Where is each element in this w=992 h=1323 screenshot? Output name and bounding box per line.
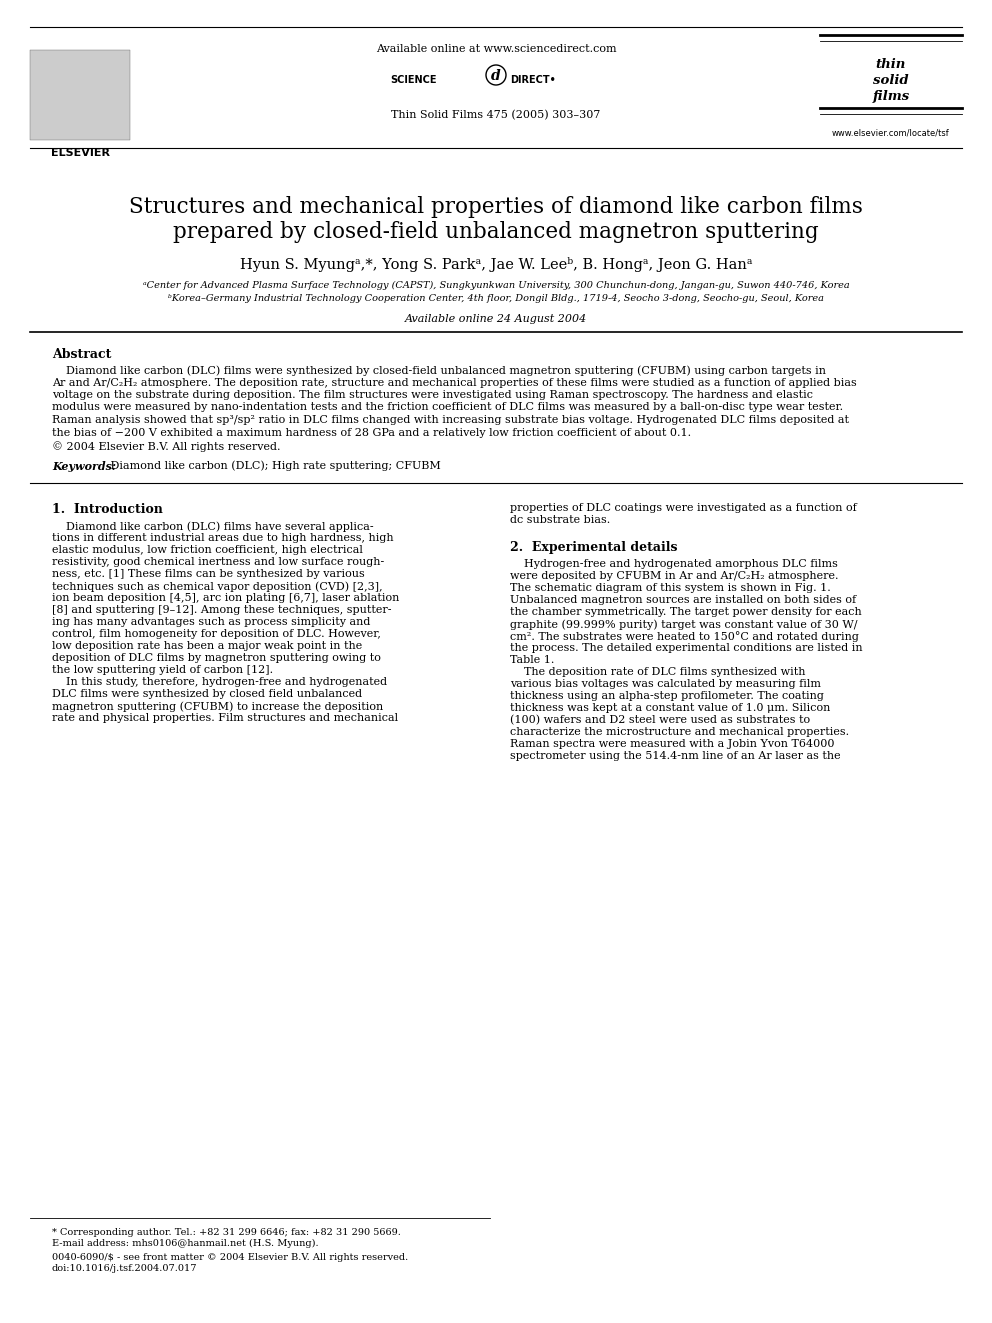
Text: Diamond like carbon (DLC) films have several applica-: Diamond like carbon (DLC) films have sev… (52, 521, 374, 532)
Text: The schematic diagram of this system is shown in Fig. 1.: The schematic diagram of this system is … (510, 583, 830, 593)
Text: Keywords:: Keywords: (52, 460, 116, 471)
Text: elastic modulus, low friction coefficient, high electrical: elastic modulus, low friction coefficien… (52, 545, 363, 556)
Text: Ar and Ar/C₂H₂ atmosphere. The deposition rate, structure and mechanical propert: Ar and Ar/C₂H₂ atmosphere. The depositio… (52, 377, 857, 388)
Text: control, film homogeneity for deposition of DLC. However,: control, film homogeneity for deposition… (52, 628, 381, 639)
Text: Hyun S. Myungᵃ,*, Yong S. Parkᵃ, Jae W. Leeᵇ, B. Hongᵃ, Jeon G. Hanᵃ: Hyun S. Myungᵃ,*, Yong S. Parkᵃ, Jae W. … (240, 257, 752, 273)
Text: thickness was kept at a constant value of 1.0 μm. Silicon: thickness was kept at a constant value o… (510, 703, 830, 713)
Text: 1.  Introduction: 1. Introduction (52, 503, 163, 516)
Text: Thin Solid Films 475 (2005) 303–307: Thin Solid Films 475 (2005) 303–307 (391, 110, 601, 120)
Text: spectrometer using the 514.4-nm line of an Ar laser as the: spectrometer using the 514.4-nm line of … (510, 751, 840, 761)
Text: Raman spectra were measured with a Jobin Yvon T64000: Raman spectra were measured with a Jobin… (510, 740, 834, 749)
Text: E-mail address: mhs0106@hanmail.net (H.S. Myung).: E-mail address: mhs0106@hanmail.net (H.S… (52, 1240, 318, 1248)
Text: SCIENCE: SCIENCE (390, 75, 436, 85)
Text: Available online at www.sciencedirect.com: Available online at www.sciencedirect.co… (376, 44, 616, 54)
Text: deposition of DLC films by magnetron sputtering owing to: deposition of DLC films by magnetron spu… (52, 654, 381, 663)
Text: cm². The substrates were heated to 150°C and rotated during: cm². The substrates were heated to 150°C… (510, 631, 859, 642)
Text: prepared by closed-field unbalanced magnetron sputtering: prepared by closed-field unbalanced magn… (174, 221, 818, 243)
Text: graphite (99.999% purity) target was constant value of 30 W/: graphite (99.999% purity) target was con… (510, 619, 857, 630)
Text: Raman analysis showed that sp³/sp² ratio in DLC films changed with increasing su: Raman analysis showed that sp³/sp² ratio… (52, 415, 849, 425)
Text: resistivity, good chemical inertness and low surface rough-: resistivity, good chemical inertness and… (52, 557, 384, 568)
Text: 0040-6090/$ - see front matter © 2004 Elsevier B.V. All rights reserved.: 0040-6090/$ - see front matter © 2004 El… (52, 1253, 409, 1262)
Text: ELSEVIER: ELSEVIER (51, 148, 109, 157)
Text: DIRECT•: DIRECT• (510, 75, 556, 85)
Text: the process. The detailed experimental conditions are listed in: the process. The detailed experimental c… (510, 643, 863, 654)
Text: the bias of −200 V exhibited a maximum hardness of 28 GPa and a relatively low f: the bias of −200 V exhibited a maximum h… (52, 427, 691, 438)
Text: [8] and sputtering [9–12]. Among these techniques, sputter-: [8] and sputtering [9–12]. Among these t… (52, 605, 392, 615)
Text: were deposited by CFUBM in Ar and Ar/C₂H₂ atmosphere.: were deposited by CFUBM in Ar and Ar/C₂H… (510, 572, 838, 581)
Text: In this study, therefore, hydrogen-free and hydrogenated: In this study, therefore, hydrogen-free … (52, 677, 387, 687)
Text: The deposition rate of DLC films synthesized with: The deposition rate of DLC films synthes… (510, 667, 806, 677)
Text: tions in different industrial areas due to high hardness, high: tions in different industrial areas due … (52, 533, 394, 542)
Text: Diamond like carbon (DLC) films were synthesized by closed-field unbalanced magn: Diamond like carbon (DLC) films were syn… (52, 365, 826, 376)
Text: Hydrogen-free and hydrogenated amorphous DLC films: Hydrogen-free and hydrogenated amorphous… (510, 560, 838, 569)
Text: solid: solid (873, 74, 909, 87)
Text: characterize the microstructure and mechanical properties.: characterize the microstructure and mech… (510, 728, 849, 737)
Text: Table 1.: Table 1. (510, 655, 555, 665)
Text: ᵇKorea–Germany Industrial Technology Cooperation Center, 4th floor, Dongil Bldg.: ᵇKorea–Germany Industrial Technology Coo… (168, 294, 824, 303)
Text: (100) wafers and D2 steel were used as substrates to: (100) wafers and D2 steel were used as s… (510, 714, 810, 725)
Text: ing has many advantages such as process simplicity and: ing has many advantages such as process … (52, 617, 370, 627)
Text: Diamond like carbon (DLC); High rate sputtering; CFUBM: Diamond like carbon (DLC); High rate spu… (107, 460, 440, 471)
Text: ness, etc. [1] These films can be synthesized by various: ness, etc. [1] These films can be synthe… (52, 569, 365, 579)
Text: low deposition rate has been a major weak point in the: low deposition rate has been a major wea… (52, 642, 362, 651)
Text: 2.  Experimental details: 2. Experimental details (510, 541, 678, 554)
Text: ᵃCenter for Advanced Plasma Surface Technology (CAPST), Sungkyunkwan University,: ᵃCenter for Advanced Plasma Surface Tech… (143, 280, 849, 290)
Text: properties of DLC coatings were investigated as a function of: properties of DLC coatings were investig… (510, 503, 857, 513)
Text: ion beam deposition [4,5], arc ion plating [6,7], laser ablation: ion beam deposition [4,5], arc ion plati… (52, 593, 400, 603)
Text: www.elsevier.com/locate/tsf: www.elsevier.com/locate/tsf (832, 128, 950, 138)
Text: Structures and mechanical properties of diamond like carbon films: Structures and mechanical properties of … (129, 196, 863, 218)
Text: various bias voltages was calculated by measuring film: various bias voltages was calculated by … (510, 679, 821, 689)
Text: thickness using an alpha-step profilometer. The coating: thickness using an alpha-step profilomet… (510, 691, 824, 701)
Text: Abstract: Abstract (52, 348, 111, 361)
Text: magnetron sputtering (CFUBM) to increase the deposition: magnetron sputtering (CFUBM) to increase… (52, 701, 383, 712)
Text: Available online 24 August 2004: Available online 24 August 2004 (405, 314, 587, 324)
Text: © 2004 Elsevier B.V. All rights reserved.: © 2004 Elsevier B.V. All rights reserved… (52, 441, 281, 451)
Text: * Corresponding author. Tel.: +82 31 299 6646; fax: +82 31 290 5669.: * Corresponding author. Tel.: +82 31 299… (52, 1228, 401, 1237)
Text: Unbalanced magnetron sources are installed on both sides of: Unbalanced magnetron sources are install… (510, 595, 856, 605)
Text: the chamber symmetrically. The target power density for each: the chamber symmetrically. The target po… (510, 607, 862, 617)
Text: the low sputtering yield of carbon [12].: the low sputtering yield of carbon [12]. (52, 665, 273, 675)
Text: DLC films were synthesized by closed field unbalanced: DLC films were synthesized by closed fie… (52, 689, 362, 699)
Text: films: films (872, 90, 910, 103)
Text: d: d (491, 69, 501, 83)
Text: dc substrate bias.: dc substrate bias. (510, 515, 610, 525)
Text: modulus were measured by nano-indentation tests and the friction coefficient of : modulus were measured by nano-indentatio… (52, 402, 843, 413)
FancyBboxPatch shape (30, 50, 130, 140)
Text: thin: thin (876, 58, 906, 71)
Text: doi:10.1016/j.tsf.2004.07.017: doi:10.1016/j.tsf.2004.07.017 (52, 1263, 197, 1273)
Text: techniques such as chemical vapor deposition (CVD) [2,3],: techniques such as chemical vapor deposi… (52, 581, 383, 591)
Text: rate and physical properties. Film structures and mechanical: rate and physical properties. Film struc… (52, 713, 398, 722)
Text: voltage on the substrate during deposition. The film structures were investigate: voltage on the substrate during depositi… (52, 390, 813, 400)
